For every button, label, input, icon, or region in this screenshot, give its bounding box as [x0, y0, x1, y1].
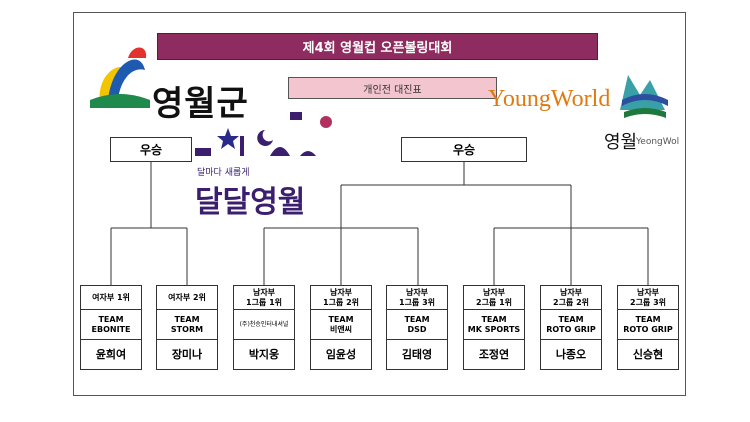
- team-line: (주)천승인터내셔널: [239, 320, 289, 328]
- slogan-icons: [195, 112, 332, 156]
- division-line: 남자부: [252, 287, 276, 297]
- team-line: TEAM: [481, 314, 507, 324]
- team-line: DSD: [407, 324, 427, 334]
- team: TEAM ROTO GRIP: [540, 310, 602, 340]
- division-line: 남자부: [636, 287, 660, 297]
- team-line: ROTO GRIP: [546, 324, 596, 334]
- winner-box: 우승: [401, 137, 527, 162]
- team-line: 비앤씨: [329, 324, 353, 334]
- player-card: 남자부 2그룹 1위 TEAM MK SPORTS 조정연: [463, 285, 525, 370]
- brand-logo: YoungWorld: [488, 86, 611, 112]
- division: 남자부 1그룹 3위: [386, 285, 448, 310]
- division: 남자부 2그룹 1위: [463, 285, 525, 310]
- brand-logo-icon: [620, 75, 668, 118]
- division-line: 1그룹 2위: [323, 297, 359, 307]
- division: 남자부 1그룹 2위: [310, 285, 372, 310]
- division-line: 여자부 1위: [92, 292, 130, 302]
- player-card: 남자부 2그룹 2위 TEAM ROTO GRIP 나종오: [540, 285, 602, 370]
- title: 제4회 영월컵 오픈볼링대회: [157, 33, 598, 60]
- player-card: 여자부 1위 TEAM EBONITE 윤희여: [80, 285, 142, 370]
- division: 남자부 2그룹 2위: [540, 285, 602, 310]
- division-line: 남자부: [559, 287, 583, 297]
- subtitle: 개인전 대진표: [288, 77, 497, 99]
- team-line: ROTO GRIP: [623, 324, 673, 334]
- division-line: 남자부: [482, 287, 506, 297]
- name: 신승현: [617, 340, 679, 370]
- division-line: 2그룹 2위: [553, 297, 589, 307]
- name: 장미나: [156, 340, 218, 370]
- division-line: 1그룹 3위: [399, 297, 435, 307]
- player-card: 남자부 1그룹 2위 TEAM 비앤씨 임윤성: [310, 285, 372, 370]
- brand-en: YeongWol: [636, 137, 680, 147]
- slogan: 달마다 새롭게: [197, 168, 250, 178]
- division-line: 남자부: [405, 287, 429, 297]
- team: TEAM ROTO GRIP: [617, 310, 679, 340]
- team-line: TEAM: [98, 314, 124, 324]
- division: 여자부 1위: [80, 285, 142, 310]
- division-line: 2그룹 1위: [476, 297, 512, 307]
- team-line: TEAM: [174, 314, 200, 324]
- team: TEAM STORM: [156, 310, 218, 340]
- team-line: MK SPORTS: [467, 324, 521, 334]
- player-card: 남자부 2그룹 3위 TEAM ROTO GRIP 신승현: [617, 285, 679, 370]
- team-line: TEAM: [558, 314, 584, 324]
- frame: [73, 12, 686, 396]
- division: 여자부 2위: [156, 285, 218, 310]
- team-line: TEAM: [328, 314, 354, 324]
- name: 윤희여: [80, 340, 142, 370]
- team: TEAM EBONITE: [80, 310, 142, 340]
- county-logo: 영월군: [152, 84, 249, 124]
- division-line: 여자부 2위: [168, 292, 206, 302]
- division-line: 1그룹 1위: [246, 297, 282, 307]
- name: 임윤성: [310, 340, 372, 370]
- team: TEAM 비앤씨: [310, 310, 372, 340]
- division-line: 남자부: [329, 287, 353, 297]
- player-card: 여자부 2위 TEAM STORM 장미나: [156, 285, 218, 370]
- team: (주)천승인터내셔널: [233, 310, 295, 340]
- division: 남자부 1그룹 1위: [233, 285, 295, 310]
- name: 박지웅: [233, 340, 295, 370]
- team-line: STORM: [170, 324, 204, 334]
- name: 김태영: [386, 340, 448, 370]
- slogan-big: 달달영월: [195, 185, 306, 220]
- team: TEAM MK SPORTS: [463, 310, 525, 340]
- division-line: 2그룹 3위: [630, 297, 666, 307]
- name: 조정연: [463, 340, 525, 370]
- winner-box: 우승: [110, 137, 192, 162]
- county-logo-icon: [90, 47, 150, 108]
- brand-kr: 영월: [604, 132, 638, 153]
- team: TEAM DSD: [386, 310, 448, 340]
- team-line: EBONITE: [91, 324, 131, 334]
- team-line: TEAM: [635, 314, 661, 324]
- team-line: TEAM: [404, 314, 430, 324]
- division: 남자부 2그룹 3위: [617, 285, 679, 310]
- player-card: 남자부 1그룹 3위 TEAM DSD 김태영: [386, 285, 448, 370]
- name: 나종오: [540, 340, 602, 370]
